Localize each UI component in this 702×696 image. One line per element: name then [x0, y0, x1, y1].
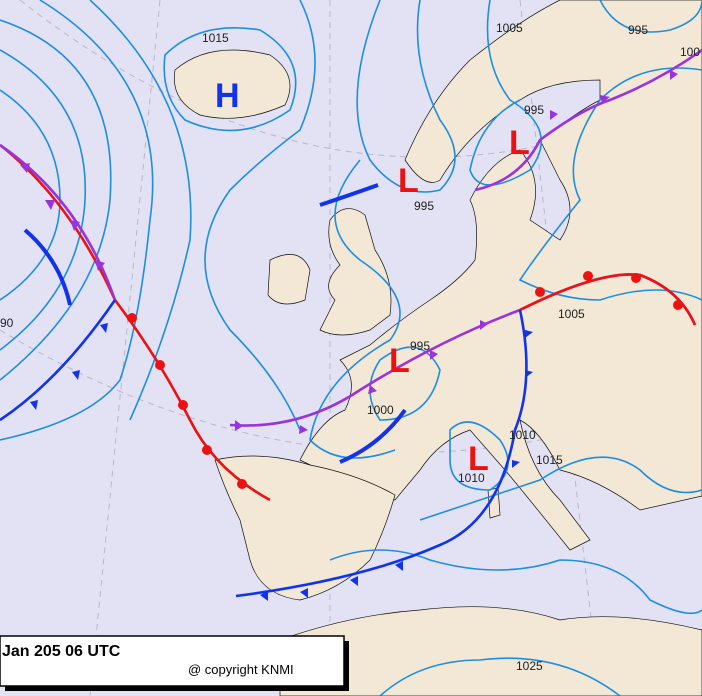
- trough: [319, 183, 379, 207]
- low-label: L: [398, 162, 419, 200]
- isobar-label: 1005: [558, 307, 585, 321]
- trough: [339, 408, 407, 464]
- isobar-label: 90: [0, 316, 14, 330]
- europe: [299, 0, 702, 551]
- caption-box: [0, 635, 345, 687]
- iberia: [214, 455, 396, 601]
- warm-symbol: [237, 479, 247, 489]
- isobar-label: 995: [414, 199, 434, 213]
- warm-symbol: [631, 273, 641, 283]
- copyright: @ copyright KNMI: [188, 662, 294, 677]
- timestamp: Jan 205 06 UTC: [2, 643, 121, 660]
- occluded-front: [0, 143, 117, 301]
- low-label: L: [389, 342, 410, 380]
- land: [173, 0, 702, 696]
- isobar: [419, 456, 702, 521]
- occluded-front: [474, 48, 702, 192]
- isobar: [599, 0, 702, 33]
- isobar: [309, 159, 401, 459]
- cold-front: [235, 309, 528, 598]
- ireland: [267, 254, 311, 305]
- warm-symbol: [155, 360, 165, 370]
- isobar: [356, 0, 456, 193]
- isobar: [204, 0, 316, 431]
- warm-symbol: [127, 313, 137, 323]
- iceland: [173, 49, 291, 119]
- isobar-labels: 1015 1005 995 100 995 995 90 995 1005 10…: [0, 21, 700, 673]
- trough: [23, 228, 72, 306]
- fronts: [0, 48, 702, 598]
- africa: [279, 606, 702, 696]
- low-label: L: [468, 440, 489, 478]
- isobar-label: 995: [628, 23, 648, 37]
- warm-symbol: [673, 300, 683, 310]
- isobar-label: 1010: [458, 471, 485, 485]
- isobar-label: 1000: [367, 403, 394, 417]
- isobar: [163, 27, 297, 132]
- warm-symbol: [535, 287, 545, 297]
- warm-symbol: [202, 445, 212, 455]
- isobar: [0, 0, 154, 441]
- isobar: [518, 67, 702, 301]
- isobar-label: 1015: [202, 31, 229, 45]
- warm-symbol: [178, 400, 188, 410]
- isobar: [0, 19, 112, 381]
- isobar-label: 1005: [496, 21, 523, 35]
- isobar-label: 995: [410, 339, 430, 353]
- front-symbols: [20, 70, 683, 601]
- high-label: H: [215, 77, 240, 115]
- pressure-centers: H L L L L: [215, 77, 530, 478]
- isobar: [449, 421, 509, 491]
- cold-front: [0, 299, 117, 422]
- great-britain: [319, 208, 392, 336]
- isobar: [329, 549, 702, 615]
- isobar: [0, 49, 87, 351]
- isobar-label: 1025: [516, 659, 543, 673]
- cold-warm-front: [0, 143, 271, 502]
- warm-symbol: [583, 271, 593, 281]
- isobar: [469, 0, 542, 186]
- isobar-label: 100: [680, 45, 700, 59]
- isobar-label: 1010: [509, 428, 536, 442]
- isobar: [379, 657, 621, 696]
- isobar-label: 995: [524, 103, 544, 117]
- isobar-label: 1015: [536, 453, 563, 467]
- low-label: L: [509, 124, 530, 162]
